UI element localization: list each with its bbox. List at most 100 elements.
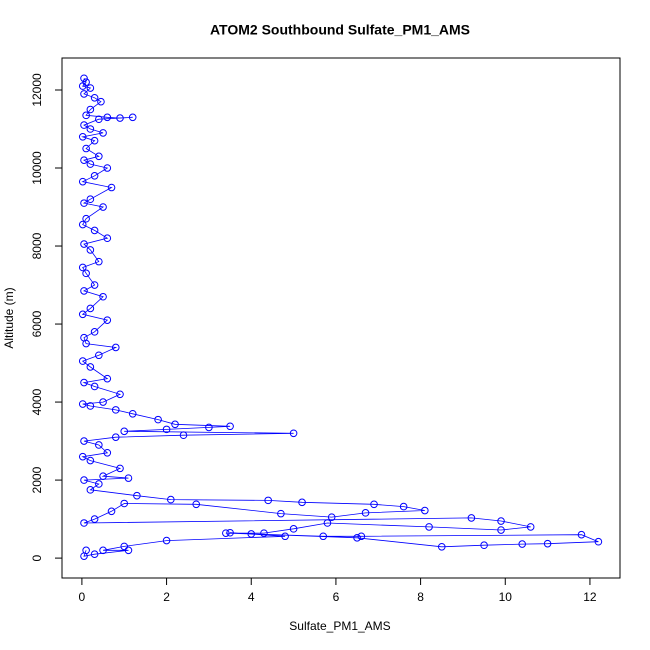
data-point: [86, 304, 95, 313]
data-point: [78, 452, 87, 461]
data-point: [179, 431, 188, 440]
data-point: [467, 514, 476, 522]
y-axis-label: Altitude (m): [2, 287, 16, 348]
data-point: [82, 339, 90, 348]
x-axis-label: Sulfate_PM1_AMS: [289, 619, 390, 633]
data-point: [90, 382, 99, 391]
data-point: [95, 115, 103, 124]
data-point: [90, 136, 99, 145]
data-point: [124, 474, 133, 482]
data-point: [361, 509, 370, 517]
y-tick-label: 0: [30, 554, 44, 561]
data-point: [99, 472, 107, 480]
y-tick-label: 2000: [30, 466, 44, 493]
data-point: [80, 121, 88, 129]
data-point: [95, 152, 103, 161]
data-point: [80, 199, 88, 207]
data-point: [226, 422, 234, 431]
data-point: [95, 480, 103, 488]
x-tick-label: 12: [583, 590, 597, 604]
data-point: [86, 363, 95, 371]
data-point: [103, 113, 112, 122]
y-tick-label: 10000: [30, 151, 44, 185]
data-point: [425, 523, 433, 531]
data-point: [80, 156, 88, 165]
data-point: [281, 532, 289, 541]
data-point: [323, 519, 332, 527]
data-point: [277, 509, 285, 518]
data-point: [103, 234, 112, 243]
x-tick-label: 0: [79, 590, 86, 604]
x-tick-label: 8: [417, 590, 424, 604]
data-point: [86, 195, 95, 204]
data-point: [133, 491, 141, 500]
data-point: [247, 530, 256, 538]
data-point: [103, 164, 112, 172]
data-point: [78, 400, 87, 408]
data-point: [97, 97, 105, 106]
data-point: [82, 269, 90, 278]
data-point: [90, 328, 99, 336]
data-point: [154, 415, 162, 424]
data-point: [357, 532, 366, 541]
data-point: [78, 357, 87, 365]
data-point: [103, 374, 112, 383]
data-point: [107, 183, 116, 192]
data-point: [103, 316, 112, 324]
data-point: [78, 263, 87, 272]
x-tick-label: 4: [248, 590, 255, 604]
data-point: [86, 486, 95, 494]
data-point: [78, 310, 87, 319]
data-point: [128, 409, 137, 418]
data-point: [226, 528, 234, 537]
data-point: [86, 125, 95, 133]
data-point: [289, 525, 298, 533]
data-point: [120, 499, 129, 508]
data-point: [264, 496, 272, 505]
data-point: [80, 240, 88, 248]
data-point: [205, 423, 213, 432]
x-tick-label: 2: [163, 590, 170, 604]
data-point: [167, 495, 175, 504]
data-point: [111, 406, 120, 414]
data-point: [99, 398, 107, 406]
data-point: [86, 105, 95, 114]
data-point: [120, 427, 129, 436]
data-point: [319, 532, 328, 541]
data-point: [103, 448, 112, 457]
y-tick-label: 8000: [30, 232, 44, 259]
data-point: [594, 537, 603, 546]
data-point: [86, 160, 95, 168]
data-point: [86, 402, 95, 410]
data-point: [222, 529, 230, 537]
data-point: [90, 281, 99, 289]
data-point: [90, 172, 99, 180]
data-point: [497, 526, 505, 534]
data-point: [171, 420, 179, 429]
data-point: [82, 214, 90, 223]
chart-title: ATOM2 Southbound Sulfate_PM1_AMS: [210, 22, 470, 38]
data-point: [497, 517, 505, 525]
data-point: [90, 226, 99, 235]
data-point: [289, 429, 298, 438]
data-point: [82, 546, 90, 555]
data-point: [78, 132, 87, 141]
data-point: [90, 515, 99, 523]
data-point: [437, 542, 446, 551]
data-point: [116, 464, 124, 473]
data-point: [95, 257, 103, 266]
data-point: [162, 425, 171, 434]
data-point: [82, 111, 90, 120]
data-point: [192, 500, 201, 509]
data-point: [526, 523, 535, 531]
data-point: [370, 500, 378, 509]
data-point: [116, 390, 124, 399]
data-point: [86, 84, 95, 92]
data-point: [327, 513, 336, 521]
data-point: [260, 529, 268, 537]
data-point: [162, 536, 171, 545]
y-tick-label: 4000: [30, 388, 44, 415]
data-point: [99, 203, 107, 211]
data-point: [120, 542, 129, 551]
